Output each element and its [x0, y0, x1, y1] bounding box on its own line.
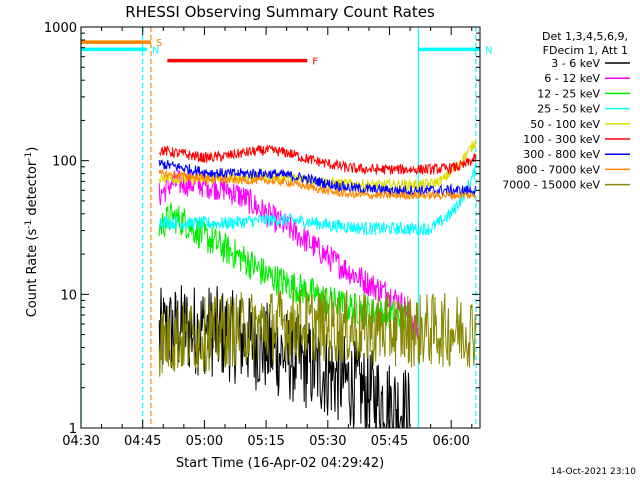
y-label-end: ): [25, 147, 40, 152]
y-tick-label: 10: [60, 288, 77, 303]
y-tick-label: 100: [52, 155, 77, 170]
legend-entry-label: 100 - 300 keV: [523, 133, 600, 146]
legend-entry-label: 3 - 6 keV: [551, 57, 600, 70]
footer-timestamp: 14-Oct-2021 23:10: [551, 467, 637, 477]
x-tick-label: 05:15: [247, 434, 284, 449]
x-tick-label: 05:45: [371, 434, 408, 449]
axes: 04:30 04:45 05:00 05:15 05:30 05:45 06:00 1 10 10…: [44, 21, 481, 449]
series-line: [158, 202, 411, 334]
flag-label: N: [152, 45, 159, 56]
x-axis-label: Start Time (16-Apr-02 04:29:42): [176, 456, 384, 471]
series-line: [158, 144, 477, 176]
legend-entry-label: 800 - 7000 keV: [516, 163, 600, 176]
x-tick-label: 06:00: [432, 434, 469, 449]
legend-entry-label: 25 - 50 keV: [537, 103, 600, 116]
y-axis-label: Count Rate (s-1 detector-1): [24, 147, 40, 318]
y-tick-label: 1000: [44, 21, 77, 36]
x-tick-label: 05:00: [186, 434, 223, 449]
legend-header: FDecim 1, Att 1: [543, 44, 628, 57]
series-line: [158, 285, 411, 429]
y-tick-label: 1: [69, 422, 77, 437]
series-line: [158, 165, 477, 237]
flag-label: N: [485, 45, 492, 56]
legend-entry-label: 7000 - 15000 keV: [502, 179, 600, 192]
legend-entry-label: 50 - 100 keV: [530, 118, 600, 131]
data-series: [158, 139, 477, 429]
flag-label: S: [156, 38, 162, 49]
series-line: [158, 168, 477, 201]
y-label-sup1: -1: [24, 220, 34, 229]
series-line: [158, 288, 477, 377]
x-tick-label: 04:45: [124, 434, 161, 449]
series-line: [158, 159, 477, 197]
legend-entry-label: 6 - 12 keV: [544, 72, 600, 85]
legend-entry-label: 12 - 25 keV: [537, 87, 600, 100]
plot-frame: [80, 26, 481, 429]
y-label-mid: detector: [25, 160, 40, 220]
y-label-main: Count Rate (s: [25, 229, 40, 318]
x-tick-label: 05:30: [309, 434, 346, 449]
chart-title: RHESSI Observing Summary Count Rates: [125, 3, 435, 21]
legend-entry-label: 300 - 800 keV: [523, 148, 600, 161]
flag-bars: SN NF: [81, 38, 492, 68]
legend-header: Det 1,3,4,5,6,9,: [542, 30, 628, 43]
legend: Det 1,3,4,5,6,9,FDecim 1, Att 13 - 6 keV…: [502, 30, 630, 192]
x-tick-label: 04:30: [62, 434, 99, 449]
y-label-sup2: -1: [24, 152, 34, 161]
flag-label: F: [312, 57, 318, 68]
